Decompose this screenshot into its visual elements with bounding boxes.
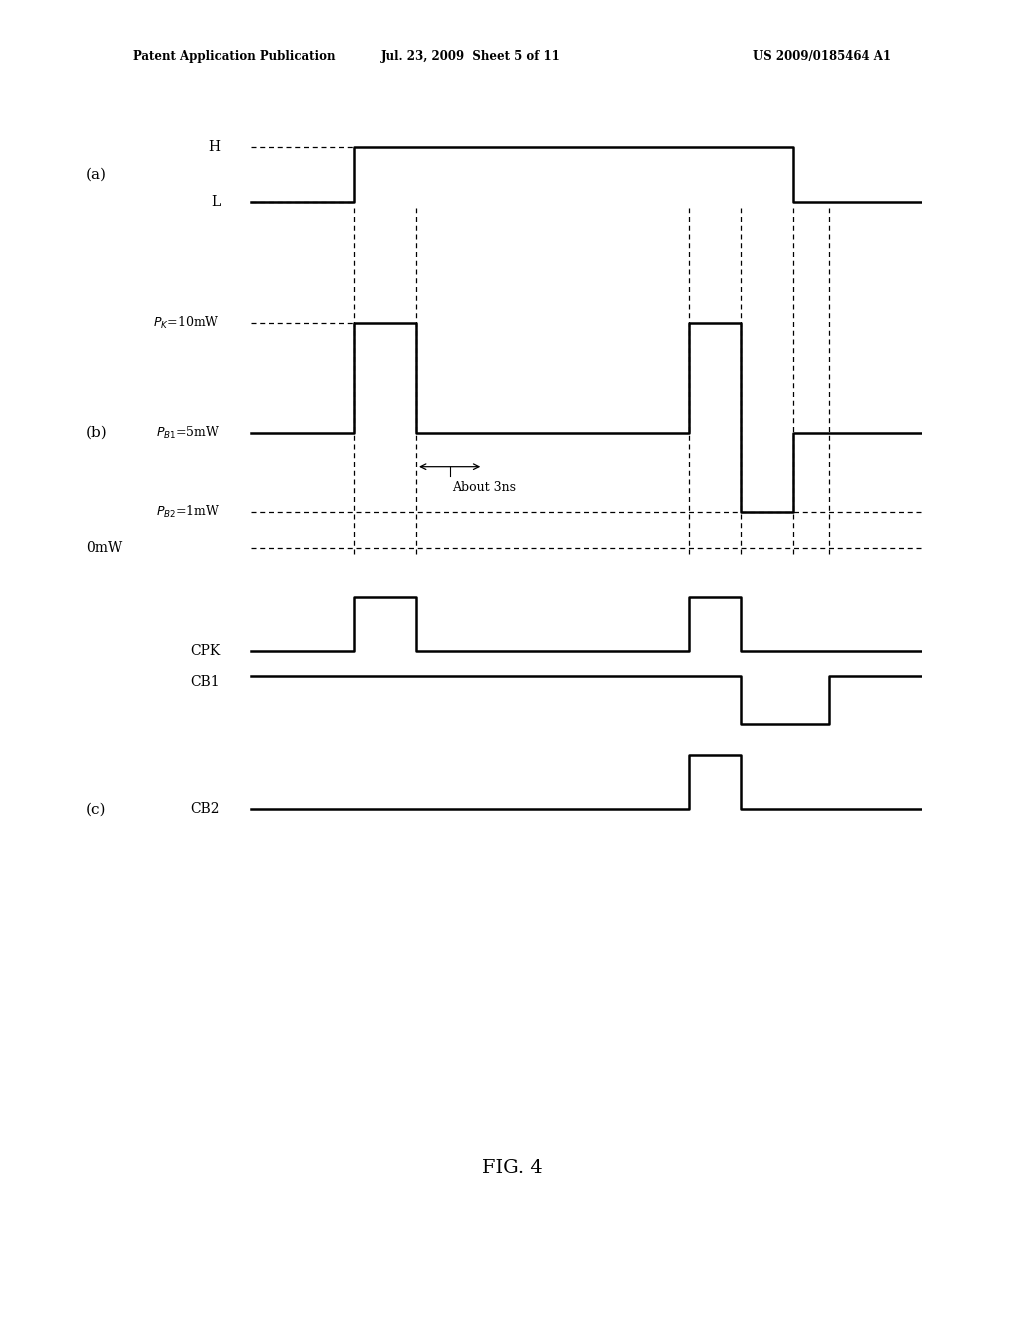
Text: (a): (a) bbox=[86, 168, 108, 181]
Text: FIG. 4: FIG. 4 bbox=[481, 1159, 543, 1177]
Text: (c): (c) bbox=[86, 803, 106, 816]
Text: About 3ns: About 3ns bbox=[453, 482, 516, 494]
Text: $P_{B2}$=1mW: $P_{B2}$=1mW bbox=[156, 504, 220, 520]
Text: CB1: CB1 bbox=[190, 675, 220, 689]
Text: 0mW: 0mW bbox=[86, 541, 122, 556]
Text: Jul. 23, 2009  Sheet 5 of 11: Jul. 23, 2009 Sheet 5 of 11 bbox=[381, 50, 561, 63]
Text: US 2009/0185464 A1: US 2009/0185464 A1 bbox=[753, 50, 891, 63]
Text: (b): (b) bbox=[86, 425, 108, 440]
Text: Patent Application Publication: Patent Application Publication bbox=[133, 50, 336, 63]
Text: $P_{B1}$=5mW: $P_{B1}$=5mW bbox=[156, 425, 220, 441]
Text: L: L bbox=[211, 195, 220, 209]
Text: CB2: CB2 bbox=[190, 803, 220, 816]
Text: $P_K$=10mW: $P_K$=10mW bbox=[154, 315, 220, 331]
Text: CPK: CPK bbox=[189, 644, 220, 659]
Text: H: H bbox=[208, 140, 220, 154]
